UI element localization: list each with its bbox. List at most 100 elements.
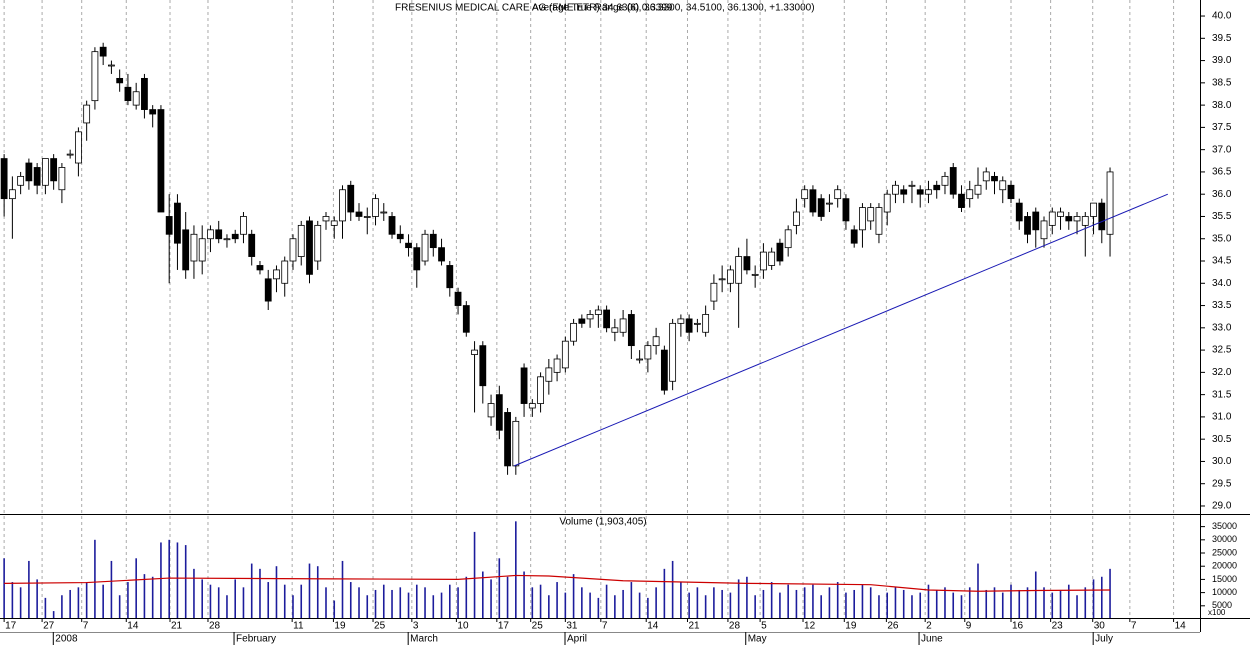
candle-body (760, 251, 767, 271)
candle-body (669, 322, 677, 382)
candle-body (322, 216, 330, 222)
candle-body (768, 251, 776, 266)
candle-body (504, 412, 511, 467)
y-tick-label: 35000 (1212, 521, 1237, 531)
y-tick-label: 29.0 (1212, 501, 1232, 512)
candle-body (570, 322, 577, 342)
x-tick-label: 30 (1094, 621, 1106, 632)
candle-body (339, 189, 346, 222)
candle-body (867, 207, 875, 222)
candle-body (553, 358, 561, 373)
candle-body (380, 211, 388, 214)
candle-body (487, 403, 495, 418)
x-tick-label: 19 (845, 621, 857, 632)
y-tick-label: 33.0 (1212, 322, 1232, 333)
candle-body (834, 189, 842, 200)
y-tick-label: 38.0 (1212, 100, 1232, 111)
x-tick-label: 14 (647, 621, 659, 632)
candle-body (1098, 202, 1106, 231)
candle-body (198, 238, 206, 262)
candle-body (355, 211, 363, 217)
candle-body (611, 327, 619, 333)
candle-body (850, 229, 858, 244)
x-tick-label: 7 (1131, 621, 1137, 632)
x-tick-label: 25 (532, 621, 544, 632)
candle-body (405, 242, 412, 249)
candle-body (273, 269, 280, 280)
candle-body (627, 314, 635, 347)
volume-moving-average (4, 574, 1111, 592)
candle-body (157, 109, 165, 213)
x-tick-label: 21 (171, 621, 183, 632)
y-tick-label: 40.0 (1212, 11, 1232, 22)
candle-body (735, 256, 743, 284)
x-tick-label: 26 (887, 621, 899, 632)
x-tick-label: 17 (498, 621, 510, 632)
y-tick-label: 15000 (1212, 574, 1237, 584)
candle-body (784, 229, 792, 249)
x-tick-label: 19 (334, 621, 346, 632)
x-tick-label: 12 (804, 621, 816, 632)
month-label: 2008 (55, 634, 78, 645)
candle-body (124, 86, 132, 102)
x-tick-label: 28 (729, 621, 741, 632)
x-tick-label: 7 (602, 621, 608, 632)
candle-body (248, 233, 256, 257)
candle-body (1032, 211, 1040, 231)
candle-body (495, 394, 503, 431)
candle-body (91, 51, 99, 102)
candle-body (363, 216, 371, 218)
y-tick-label: 30.0 (1212, 456, 1232, 467)
candle-body (603, 309, 611, 329)
candle-body (718, 278, 726, 281)
month-label: June (921, 634, 943, 645)
candle-body (892, 184, 899, 195)
candle-body (240, 216, 247, 235)
x-tick-label: 21 (688, 621, 700, 632)
y-tick-label: 20000 (1212, 561, 1237, 571)
candle-body (999, 180, 1007, 191)
candle-body (594, 309, 602, 315)
candle-body (1040, 220, 1048, 240)
candle-body (652, 336, 660, 347)
candle-body (0, 158, 8, 200)
x-tick-label: 11 (293, 621, 304, 632)
x-tick-label: 17 (5, 621, 17, 632)
candle-body (966, 189, 974, 200)
candle-body (512, 420, 520, 467)
x-tick-label: 9 (966, 621, 972, 632)
y-tick-label: 30000 (1212, 534, 1237, 544)
indicator-label: Average True Range (6) 0.3399 (532, 3, 673, 14)
candle-body (281, 260, 289, 284)
candle-body (941, 175, 949, 186)
candle-body (1081, 216, 1089, 226)
y-tick-label: 36.0 (1212, 189, 1232, 200)
y-tick-label: 36.5 (1212, 167, 1232, 178)
candle-body (33, 167, 41, 186)
y-tick-label: 29.5 (1212, 478, 1232, 489)
month-label: July (1095, 634, 1113, 645)
y-tick-label: 5000 (1212, 600, 1232, 610)
y-tick-label: 33.5 (1212, 300, 1232, 311)
candle-body (958, 193, 965, 208)
x-tick-label: 3 (413, 621, 419, 632)
candle-body (809, 189, 817, 213)
candle-body (149, 109, 157, 115)
candle-body (132, 91, 140, 106)
candle-body (215, 229, 223, 240)
x-tick-label: 28 (209, 621, 221, 632)
candle-body (446, 265, 454, 289)
candle-body (17, 175, 25, 186)
candle-body (108, 64, 115, 67)
candle-body (207, 229, 214, 240)
y-tick-label: 10000 (1212, 587, 1237, 597)
candle-body (99, 46, 107, 57)
candle-body (619, 318, 627, 333)
candle-body (776, 242, 784, 262)
month-label: May (748, 634, 767, 645)
x-tick-label: 2 (926, 621, 932, 632)
candle-body (908, 184, 916, 187)
y-tick-label: 25000 (1212, 547, 1237, 557)
